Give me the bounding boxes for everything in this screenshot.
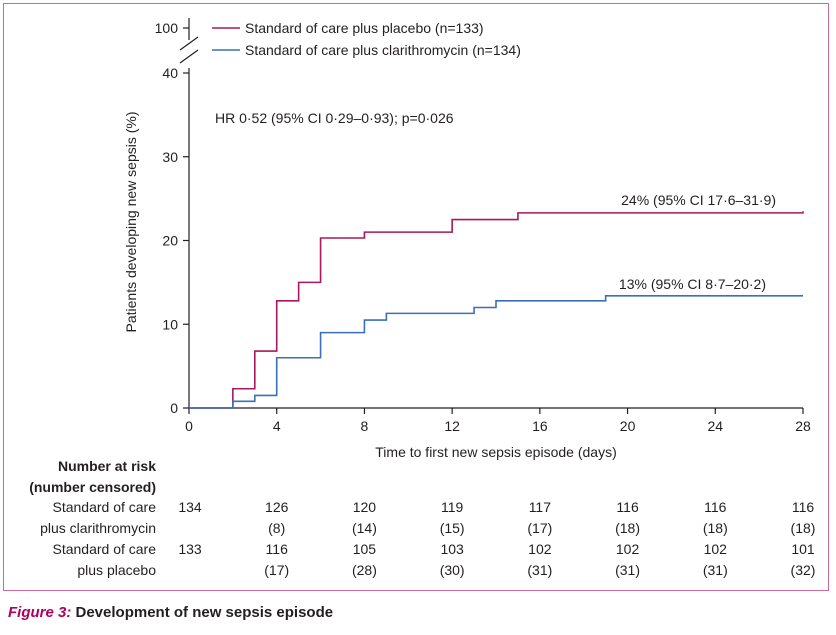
risk-row-label-clarithromycin-1: Standard of care	[52, 499, 156, 515]
x-tick-label-4: 4	[273, 418, 281, 434]
y-tick-label-0: 0	[170, 400, 178, 416]
y-tick-label-40: 40	[162, 65, 178, 81]
figure-caption-text: Development of new sepsis episode	[71, 604, 334, 621]
risk-censored-clarithromycin-6: (18)	[703, 520, 728, 536]
risk-count-placebo-0: 133	[178, 541, 202, 557]
risk-count-placebo-5: 102	[616, 541, 640, 557]
risk-censored-placebo-6: (31)	[703, 562, 728, 578]
legend-label-clarithromycin: Standard of care plus clarithromycin (n=…	[245, 42, 521, 58]
risk-censored-placebo-3: (30)	[440, 562, 465, 578]
risk-count-clarithromycin-4: 117	[529, 499, 552, 515]
series-line-placebo	[189, 211, 804, 409]
risk-table-header-2: (number censored)	[29, 479, 156, 495]
chart: 100 0 10 20 30 40 0 4 8 12 16 20 24 28 Patients dev…	[29, 18, 815, 578]
risk-censored-clarithromycin-2: (14)	[352, 520, 377, 536]
risk-table-cells: 134 126 120 119 117 116 116 116 (8) (14) (15) (17) (…	[178, 499, 815, 578]
risk-censored-clarithromycin-7: (18)	[791, 520, 816, 536]
risk-censored-placebo-2: (28)	[352, 562, 377, 578]
x-tick-label-16: 16	[532, 418, 548, 434]
risk-row-label-placebo-1: Standard of care	[52, 541, 156, 557]
x-ticks: 0 4 8 12 16 20 24 28	[185, 408, 811, 434]
risk-count-placebo-7: 101	[791, 541, 815, 557]
risk-count-placebo-1: 116	[266, 541, 289, 557]
risk-censored-placebo-5: (31)	[615, 562, 640, 578]
risk-censored-placebo-7: (32)	[791, 562, 816, 578]
risk-censored-clarithromycin-4: (17)	[527, 520, 552, 536]
figure-frame	[3, 3, 829, 591]
risk-row-label-placebo-2: plus placebo	[77, 562, 156, 578]
y-axis-title: Patients developing new sepsis (%)	[123, 111, 139, 332]
risk-censored-placebo-4: (31)	[527, 562, 552, 578]
x-tick-label-0: 0	[185, 418, 193, 434]
risk-censored-placebo-1: (17)	[264, 562, 289, 578]
x-tick-label-12: 12	[444, 418, 460, 434]
hazard-ratio-annotation: HR 0·52 (95% CI 0·29–0·93); p=0·026	[215, 110, 454, 126]
risk-censored-clarithromycin-5: (18)	[615, 520, 640, 536]
legend: Standard of care plus placebo (n=133) St…	[212, 20, 521, 58]
x-tick-label-20: 20	[620, 418, 636, 434]
risk-count-placebo-6: 102	[704, 541, 728, 557]
risk-table: Number at risk (number censored) Standar…	[29, 458, 815, 578]
x-tick-label-24: 24	[707, 418, 723, 434]
axes: 100	[155, 18, 803, 409]
risk-count-clarithromycin-0: 134	[178, 499, 202, 515]
risk-count-clarithromycin-7: 116	[792, 499, 815, 515]
x-tick-label-8: 8	[361, 418, 369, 434]
y-ticks: 0 10 20 30 40	[162, 65, 189, 416]
clarithromycin-end-label: 13% (95% CI 8·7–20·2)	[619, 276, 766, 292]
risk-count-clarithromycin-1: 126	[265, 499, 289, 515]
placebo-end-label: 24% (95% CI 17·6–31·9)	[621, 192, 776, 208]
y-tick-label-20: 20	[162, 233, 178, 249]
x-axis-title: Time to first new sepsis episode (days)	[375, 444, 616, 460]
figure-caption: Figure 3: Development of new sepsis epis…	[8, 604, 333, 621]
risk-row-label-clarithromycin-2: plus clarithromycin	[40, 520, 156, 536]
y-tick-label-30: 30	[162, 149, 178, 165]
risk-count-placebo-4: 102	[528, 541, 552, 557]
risk-censored-clarithromycin-3: (15)	[440, 520, 465, 536]
legend-label-placebo: Standard of care plus placebo (n=133)	[245, 20, 484, 36]
axis-break	[179, 36, 199, 64]
y-tick-label-10: 10	[162, 316, 178, 332]
risk-count-clarithromycin-5: 116	[616, 499, 639, 515]
x-tick-label-28: 28	[795, 418, 811, 434]
risk-table-header-1: Number at risk	[58, 458, 156, 474]
risk-censored-clarithromycin-1: (8)	[268, 520, 285, 536]
risk-count-clarithromycin-6: 116	[704, 499, 727, 515]
y-tick-label-100: 100	[155, 20, 179, 36]
risk-count-placebo-3: 103	[440, 541, 464, 557]
risk-count-clarithromycin-2: 120	[353, 499, 377, 515]
series-lines	[189, 211, 804, 409]
figure-label: Figure 3:	[8, 604, 72, 621]
series-line-clarithromycin	[189, 294, 803, 409]
risk-count-clarithromycin-3: 119	[441, 499, 464, 515]
risk-count-placebo-2: 105	[353, 541, 377, 557]
